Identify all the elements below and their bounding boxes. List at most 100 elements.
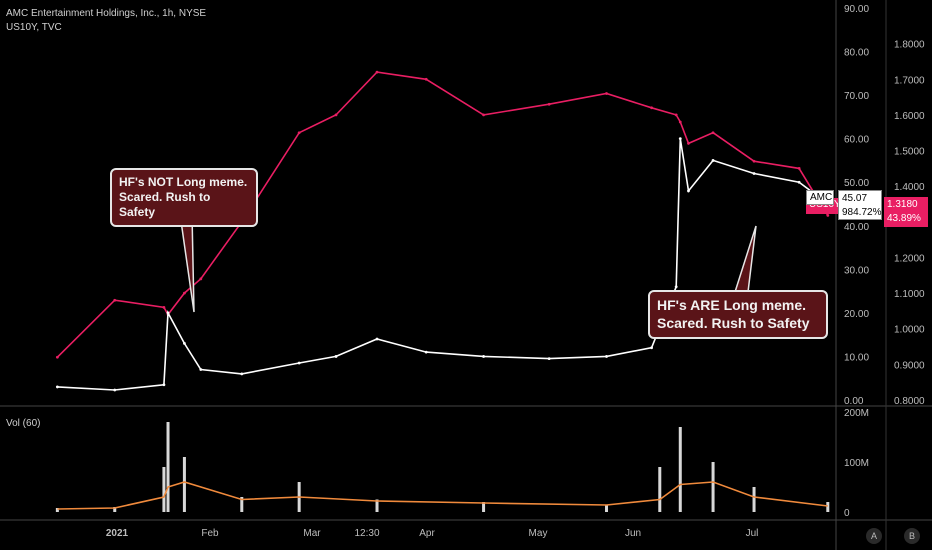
us10y-line-point (424, 77, 428, 81)
us10y-line-point (162, 305, 166, 309)
us10y-line-point (482, 113, 485, 117)
amc-percent: 984.72% (842, 207, 882, 218)
amc-y-tick: 50.00 (844, 178, 869, 189)
amc-line-point (674, 285, 678, 289)
us10y-y-tick: 0.9000 (894, 360, 925, 371)
time-x-tick: Apr (419, 528, 435, 539)
us10y-line-point (797, 166, 801, 170)
us10y-line-point (687, 142, 690, 145)
us10y-line-point (752, 159, 756, 163)
scale-b-button[interactable]: B (904, 528, 920, 544)
amc-line-point (199, 368, 203, 371)
overlay-title: US10Y, TVC (6, 22, 62, 33)
time-x-tick: Feb (201, 528, 219, 539)
amc-line-point (55, 385, 59, 389)
us10y-y-tick: 1.8000 (894, 40, 925, 51)
amc-series (55, 137, 830, 392)
us10y-y-tick: 1.2000 (894, 253, 925, 264)
us10y-y-tick: 1.4000 (894, 182, 925, 193)
time-x-tick: Jun (625, 528, 641, 539)
volume-pane-title: Vol (60) (6, 418, 41, 429)
us10y-line-point (650, 106, 653, 110)
volume-y-tick: 100M (844, 458, 869, 469)
amc-line-point (711, 159, 715, 162)
axis-ticks: 0.00 10.00 20.00 30.00 40.00 50.00 60.00 70.00 8… (106, 4, 925, 539)
volume-bar (375, 499, 379, 512)
time-x-tick: Mar (303, 528, 321, 539)
volume-ma-line (57, 481, 828, 510)
time-x-tick: Jul (746, 528, 759, 539)
auto-scale-button[interactable]: A (866, 528, 882, 544)
us10y-percent: 43.89% (887, 213, 921, 224)
amc-line-point (162, 383, 166, 387)
time-x-tick: 2021 (106, 528, 129, 539)
amc-line-point (482, 355, 485, 358)
chart-title: AMC Entertainment Holdings, Inc., 1h, NY… (6, 8, 207, 19)
amc-line-point (687, 189, 690, 193)
us10y-line-point (674, 113, 678, 117)
amc-line-point (678, 137, 682, 141)
time-x-tick: May (529, 528, 548, 539)
volume-bar (605, 504, 609, 512)
volume-bar (826, 502, 830, 512)
volume-bar (182, 457, 186, 512)
volume-bar (113, 507, 117, 512)
us10y-line-point (826, 214, 830, 217)
us10y-y-tick: 1.0000 (894, 325, 925, 336)
volume-bar (752, 487, 756, 512)
us10y-y-tick: 0.8000 (894, 396, 925, 407)
callout-right-pointer (733, 225, 757, 293)
time-x-tick: 12:30 (354, 528, 379, 539)
amc-line-point (424, 350, 428, 354)
volume-bars (55, 422, 830, 512)
volume-bar (55, 508, 59, 512)
volume-y-tick: 0 (844, 508, 850, 519)
amc-y-tick: 30.00 (844, 265, 869, 276)
us10y-line-point (678, 120, 682, 124)
us10y-y-tick: 1.6000 (894, 111, 925, 122)
amc-y-tick: 40.00 (844, 222, 869, 233)
volume-bar (166, 422, 170, 512)
us10y-y-tick: 1.1000 (894, 289, 925, 300)
callout-right: HF's ARE Long meme. Scared. Rush to Safe… (648, 290, 828, 339)
volume-bar (711, 462, 715, 512)
us10y-line-point (113, 298, 117, 302)
volume-bar (240, 497, 244, 512)
amc-line-point (547, 357, 551, 361)
amc-y-tick: 10.00 (844, 352, 869, 363)
amc-line-point (240, 372, 244, 376)
amc-price: 45.07 (842, 193, 868, 204)
volume-bar (162, 467, 166, 512)
volume-ma-series (57, 481, 828, 510)
us10y-y-tick: 1.5000 (894, 147, 925, 158)
us10y-line-point (605, 92, 608, 95)
amc-y-tick: 0.00 (844, 396, 864, 407)
us10y-line-point (547, 102, 551, 106)
amc-y-tick: 20.00 (844, 309, 869, 320)
amc-line-point (605, 355, 608, 358)
amc-price-tag: 45.07 984.72% (838, 190, 882, 220)
us10y-line-point (199, 277, 203, 281)
callout-left: HF's NOT Long meme. Scared. Rush to Safe… (110, 168, 258, 227)
amc-y-tick: 80.00 (844, 48, 869, 59)
amc-line-point (650, 346, 653, 350)
us10y-line-point (183, 291, 186, 295)
amc-symbol-tag: AMC (806, 190, 834, 205)
amc-line-point (166, 311, 170, 315)
us10y-price: 1.3180 (887, 199, 918, 210)
amc-line-point (297, 361, 301, 365)
amc-line-point (334, 355, 338, 358)
amc-line-point (375, 337, 379, 341)
amc-line-point (752, 172, 756, 175)
amc-y-tick: 90.00 (844, 4, 869, 15)
volume-bar (658, 467, 662, 512)
us10y-line-point (334, 113, 338, 117)
us10y-line-point (55, 355, 59, 359)
amc-line-point (797, 180, 801, 184)
volume-bar (482, 502, 486, 512)
amc-y-tick: 70.00 (844, 91, 869, 102)
volume-y-tick: 200M (844, 408, 869, 419)
amc-y-tick: 60.00 (844, 135, 869, 146)
